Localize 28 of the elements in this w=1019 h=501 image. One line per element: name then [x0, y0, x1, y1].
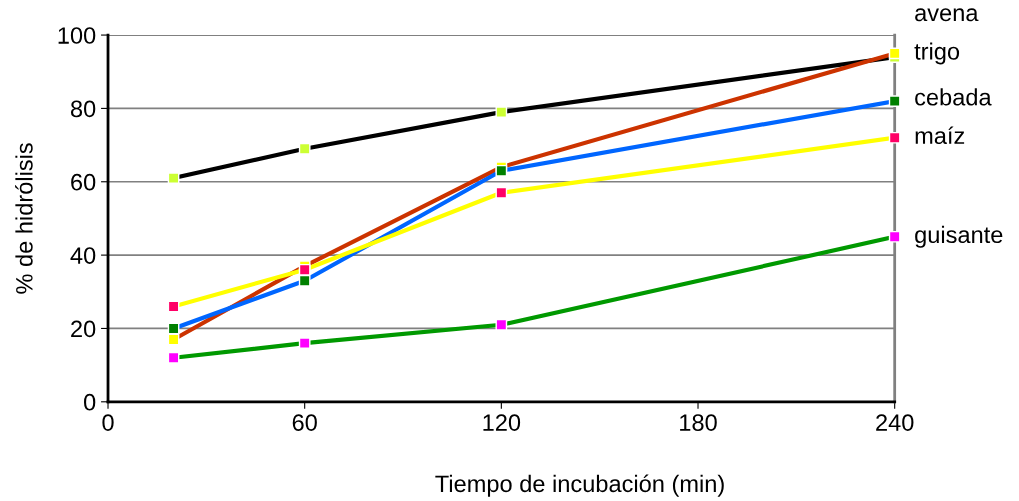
x-tick-label: 0: [102, 414, 114, 431]
y-tick-label: 40: [70, 247, 96, 264]
point: [298, 263, 311, 276]
y-tick-label: 80: [70, 100, 96, 118]
series-label: cebada: [915, 88, 992, 106]
x-tick-label: 180: [680, 414, 717, 431]
y-tick-label: 60: [71, 173, 96, 191]
point: [298, 274, 311, 287]
series-label: guisante: [915, 225, 1003, 248]
point: [888, 95, 901, 107]
y-tick-label: 100: [58, 27, 96, 44]
y-tick-label: 20: [71, 320, 96, 338]
y-tick-label: 0: [84, 393, 96, 411]
x-axis-title: Tiempo de incubación (min): [435, 474, 724, 497]
point: [888, 131, 901, 144]
series-label: trigo: [914, 42, 960, 65]
point: [167, 172, 180, 184]
point: [888, 230, 901, 243]
y-axis-title: % de hidrólisis: [15, 143, 33, 294]
series-label: avena: [915, 8, 979, 22]
point: [495, 164, 508, 177]
series-label: maíz: [915, 126, 965, 145]
point: [495, 106, 508, 118]
x-tick-label: 120: [483, 414, 521, 431]
point: [888, 47, 901, 60]
x-tick-label: 240: [876, 414, 914, 431]
x-tick-label: 60: [292, 414, 317, 431]
point: [298, 337, 311, 349]
